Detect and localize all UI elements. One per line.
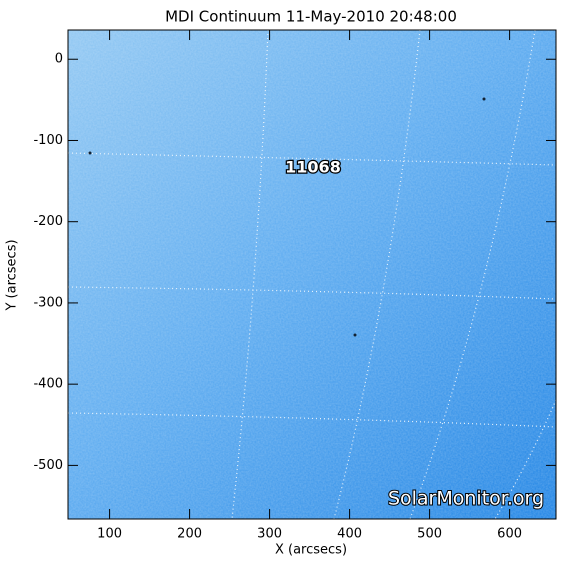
longitude-line xyxy=(409,29,536,520)
x-tick-label: 500 xyxy=(417,527,442,542)
y-tick-label: -100 xyxy=(33,133,63,148)
y-tick-label: -400 xyxy=(33,377,63,392)
heliographic-grid xyxy=(67,29,557,520)
x-axis-label: X (arcsecs) xyxy=(275,543,347,558)
y-tick-label: -200 xyxy=(33,214,63,229)
y-axis-label: Y (arcsecs) xyxy=(5,239,20,311)
plot-area: 11068 SolarMonitor.org xyxy=(67,29,557,520)
x-tick-label: 200 xyxy=(177,527,202,542)
chart-title: MDI Continuum 11-May-2010 20:48:00 xyxy=(165,8,457,26)
x-tick-label: 300 xyxy=(257,527,282,542)
x-tick-label: 600 xyxy=(497,527,522,542)
spot xyxy=(482,97,486,101)
region-label: 11068 xyxy=(285,158,341,177)
x-tick-label: 400 xyxy=(337,527,362,542)
image-texture xyxy=(68,30,556,519)
y-tick-label: 0 xyxy=(55,52,63,67)
longitude-line xyxy=(231,29,269,520)
latitude-line xyxy=(67,152,557,166)
spot xyxy=(353,333,357,337)
x-tick-label: 100 xyxy=(97,527,122,542)
latitude-line xyxy=(67,412,557,428)
latitude-line xyxy=(67,286,557,300)
y-tick-label: -500 xyxy=(33,458,63,473)
axes-frame xyxy=(67,29,557,520)
y-tick-label: -300 xyxy=(33,295,63,310)
spot xyxy=(88,151,92,155)
watermark: SolarMonitor.org xyxy=(388,488,544,510)
